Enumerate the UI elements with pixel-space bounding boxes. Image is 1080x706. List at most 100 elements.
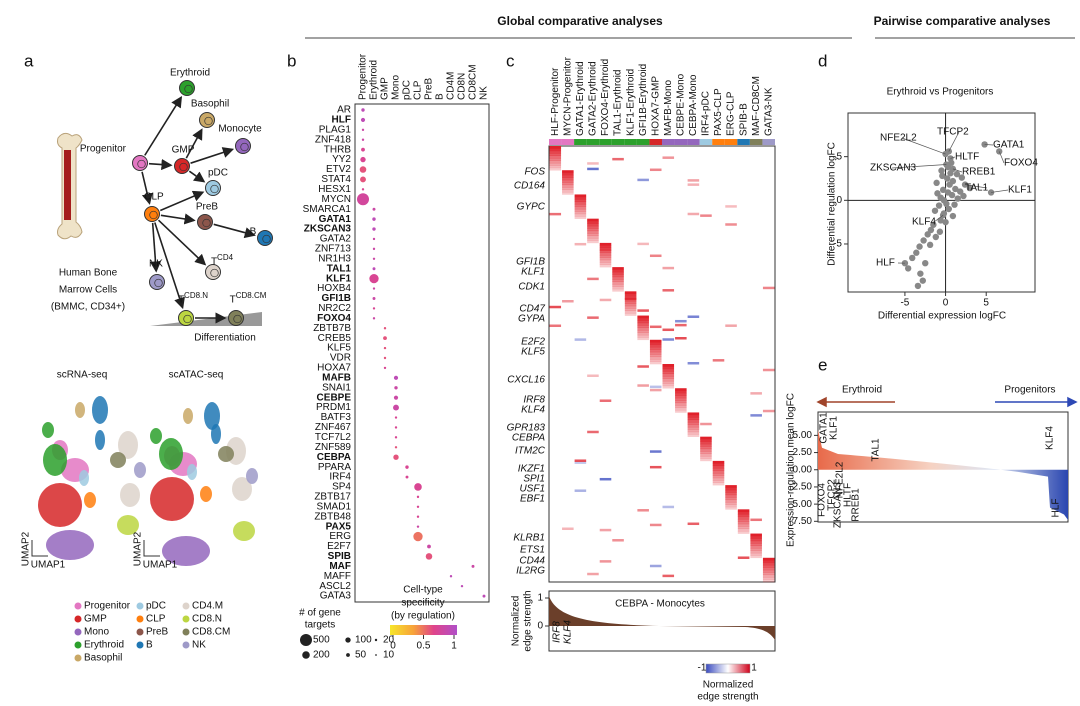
dot (383, 336, 387, 341)
cell-nucleus (183, 314, 192, 324)
heatmap-cell (662, 574, 675, 578)
dot (393, 395, 399, 400)
leader-line (948, 131, 960, 152)
column-label: CD8CM (468, 64, 479, 100)
leader-line (891, 164, 947, 169)
column-group (574, 139, 587, 145)
dot (416, 525, 420, 528)
row-label: SMAD1 (317, 501, 352, 512)
panel-letter: d (818, 51, 827, 70)
dot (369, 273, 379, 284)
heatmap-cell (725, 485, 737, 488)
heatmap-cell (649, 356, 662, 360)
heatmap-cell (587, 162, 599, 165)
heatmap-cell (700, 456, 712, 459)
row-label: CEBPE (317, 392, 352, 403)
x-axis-label: Differential expression logFC (878, 311, 1006, 322)
column-group (549, 139, 562, 145)
heatmap-cell (712, 460, 725, 464)
row-label: HOXB4 (317, 283, 351, 294)
heatmap-cell (662, 373, 675, 377)
umap-cluster (134, 462, 146, 478)
heatmap-cell (750, 545, 762, 549)
row-label: E2F7 (327, 541, 351, 552)
umap-cluster (233, 521, 255, 541)
point (966, 184, 974, 192)
heatmap-cell (687, 522, 700, 526)
column-label: NK (479, 86, 490, 100)
dot (361, 147, 365, 152)
heatmap-cell (662, 371, 675, 374)
cell-nucleus (137, 159, 146, 169)
dot (361, 188, 365, 191)
heatmap-cell (599, 528, 612, 532)
heatmap-cell (612, 267, 624, 270)
row-label: GFI1B (322, 293, 351, 304)
gene-label: TFCP2 (827, 479, 838, 511)
heatmap-cell (725, 223, 737, 226)
column-label: Erythroid (369, 60, 380, 100)
point (954, 195, 961, 202)
heatmap-cell (637, 315, 649, 319)
heatmap-cell (662, 338, 675, 341)
dot (405, 475, 409, 479)
umap-cluster (117, 515, 139, 535)
row-label: SNAI1 (322, 382, 351, 393)
heatmap-cell (599, 242, 612, 246)
heatmap-cell (599, 248, 612, 251)
gene-label: CD164 (514, 181, 546, 192)
point (939, 186, 947, 194)
heatmap-cell (700, 446, 712, 450)
point (945, 205, 953, 213)
dot (359, 166, 367, 173)
heatmap-cell (549, 167, 562, 171)
row-label: ERG (329, 531, 351, 542)
node-label: GMP (172, 145, 195, 156)
point-label: NFE2L2 (880, 133, 917, 144)
point (922, 259, 929, 267)
heatmap-cell (762, 557, 775, 561)
heatmap-cell (725, 506, 737, 510)
point (926, 241, 934, 249)
umap-cluster (150, 477, 194, 521)
heatmap-cell (700, 439, 712, 442)
dot (405, 465, 409, 469)
heatmap-cell (587, 233, 599, 236)
dot (393, 404, 399, 411)
leader-line (998, 151, 1005, 164)
x-tick-label: -5 (900, 298, 909, 309)
heatmap-cell (750, 392, 762, 395)
heatmap-cell (737, 514, 750, 517)
heatmap-cell (587, 167, 599, 171)
heatmap-cell (612, 157, 624, 161)
heatmap-cell (599, 298, 612, 302)
dot (414, 483, 422, 491)
heatmap-cell (599, 255, 612, 258)
column-label: HOXA7-GMP (650, 76, 661, 136)
column-group (687, 139, 700, 145)
column-label: MAFB-Mono (663, 79, 674, 136)
heatmap-cell (549, 162, 562, 166)
heatmap-cell (587, 228, 599, 232)
heatmap-cell (725, 504, 737, 508)
heatmap-cell (750, 518, 762, 522)
heatmap-cell (725, 494, 737, 498)
row-label: HESX1 (318, 184, 351, 195)
heatmap-cell (549, 153, 562, 156)
heatmap-cell (649, 354, 662, 358)
differentiation-wedge (150, 312, 262, 326)
row-label: KLF1 (326, 273, 351, 284)
heatmap-cell (762, 579, 775, 583)
heatmap-cell (587, 221, 599, 224)
dot (360, 176, 366, 183)
point (958, 174, 966, 181)
heatmap-cell (687, 426, 700, 430)
gene-label: GYPC (517, 202, 546, 213)
heatmap-cell (712, 480, 725, 483)
heatmap-cell (649, 361, 662, 365)
heatmap-cell (675, 395, 687, 399)
heatmap-cell (737, 521, 750, 525)
column-label: MAF-CD8CM (751, 76, 762, 136)
cell-nucleus (202, 218, 211, 228)
bone-label: (BMMC, CD34+) (51, 302, 125, 313)
